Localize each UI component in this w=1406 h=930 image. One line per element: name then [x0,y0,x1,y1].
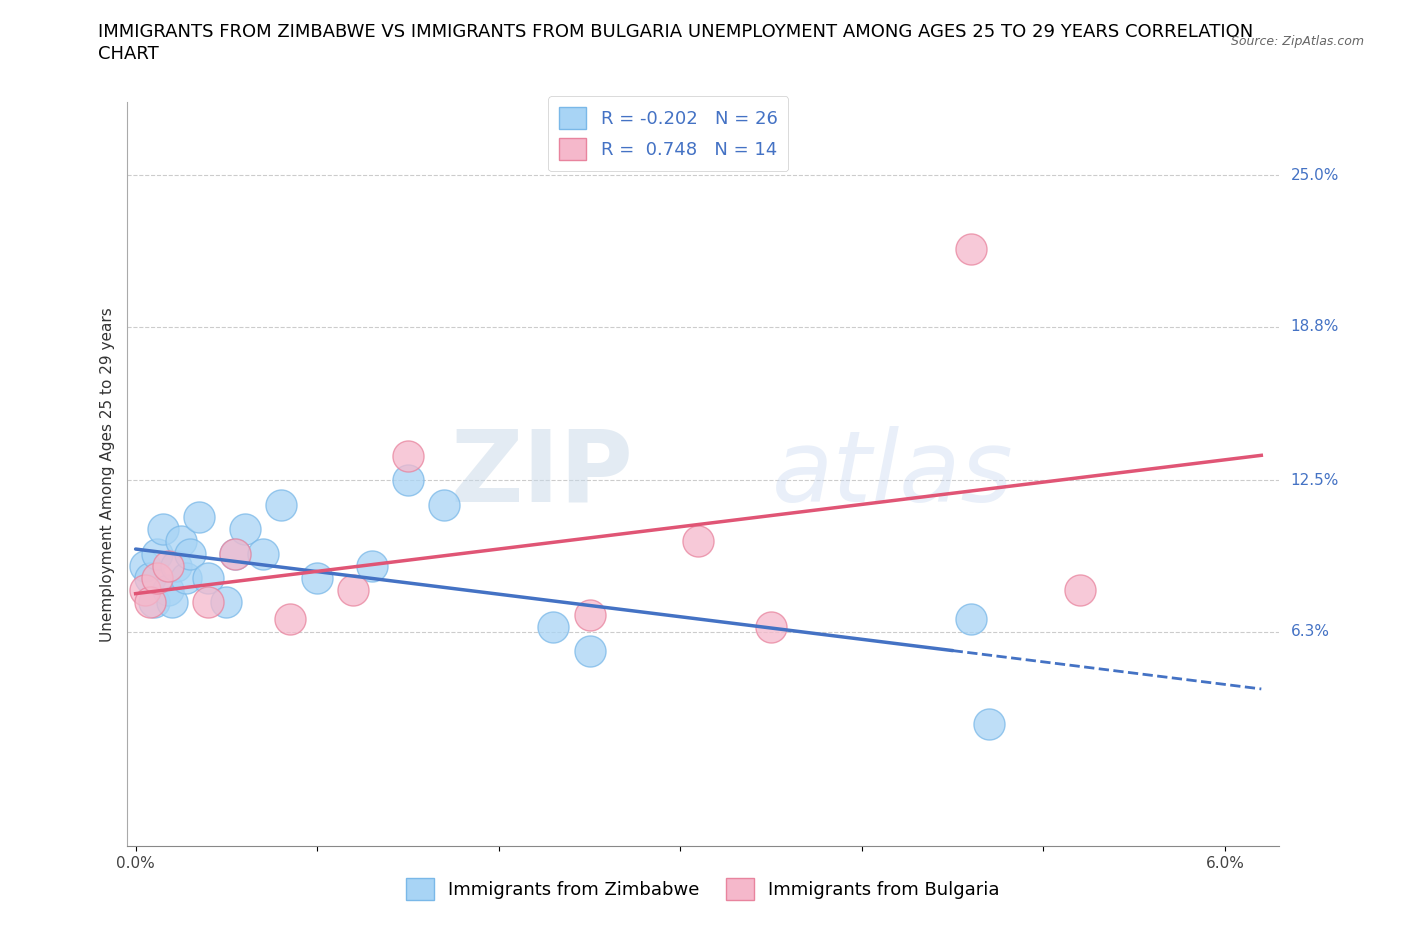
Point [139,595,162,610]
Legend: Immigrants from Zimbabwe, Immigrants from Bulgaria: Immigrants from Zimbabwe, Immigrants fro… [399,870,1007,907]
Point [146,570,169,585]
Point [134,558,156,573]
Point [433,498,456,512]
Point [977,717,1000,732]
Text: atlas: atlas [772,426,1014,523]
Text: IMMIGRANTS FROM ZIMBABWE VS IMMIGRANTS FROM BULGARIA UNEMPLOYMENT AMONG AGES 25 : IMMIGRANTS FROM ZIMBABWE VS IMMIGRANTS F… [98,23,1254,41]
Point [176,570,198,585]
Point [360,558,382,573]
Point [396,473,419,488]
Text: ZIP: ZIP [451,426,634,523]
Point [188,510,211,525]
Point [152,522,174,537]
Point [959,612,981,627]
Point [160,595,183,610]
Point [157,583,180,598]
Point [278,612,301,627]
Point [578,607,600,622]
Point [142,595,165,610]
Point [396,448,419,463]
Point [170,534,193,549]
Point [233,522,256,537]
Point [252,546,274,561]
Text: 18.8%: 18.8% [1291,319,1339,334]
Point [157,558,180,573]
Point [342,583,364,598]
Text: 12.5%: 12.5% [1291,472,1339,488]
Point [224,546,246,561]
Text: CHART: CHART [98,45,159,62]
Legend: R = -0.202   N = 26, R =  0.748   N = 14: R = -0.202 N = 26, R = 0.748 N = 14 [548,97,789,171]
Point [688,534,710,549]
Point [578,644,600,658]
Point [165,558,187,573]
Point [134,583,156,598]
Point [224,546,246,561]
Point [146,546,169,561]
Point [197,595,219,610]
Text: 25.0%: 25.0% [1291,168,1339,183]
Point [759,619,782,634]
Point [541,619,564,634]
Point [215,595,238,610]
Point [139,570,162,585]
Text: 6.3%: 6.3% [1291,624,1330,639]
Point [270,498,292,512]
Y-axis label: Unemployment Among Ages 25 to 29 years: Unemployment Among Ages 25 to 29 years [100,307,115,642]
Text: Source: ZipAtlas.com: Source: ZipAtlas.com [1230,35,1364,48]
Point [1069,583,1091,598]
Point [307,570,329,585]
Point [197,570,219,585]
Point [179,546,201,561]
Point [959,241,981,256]
